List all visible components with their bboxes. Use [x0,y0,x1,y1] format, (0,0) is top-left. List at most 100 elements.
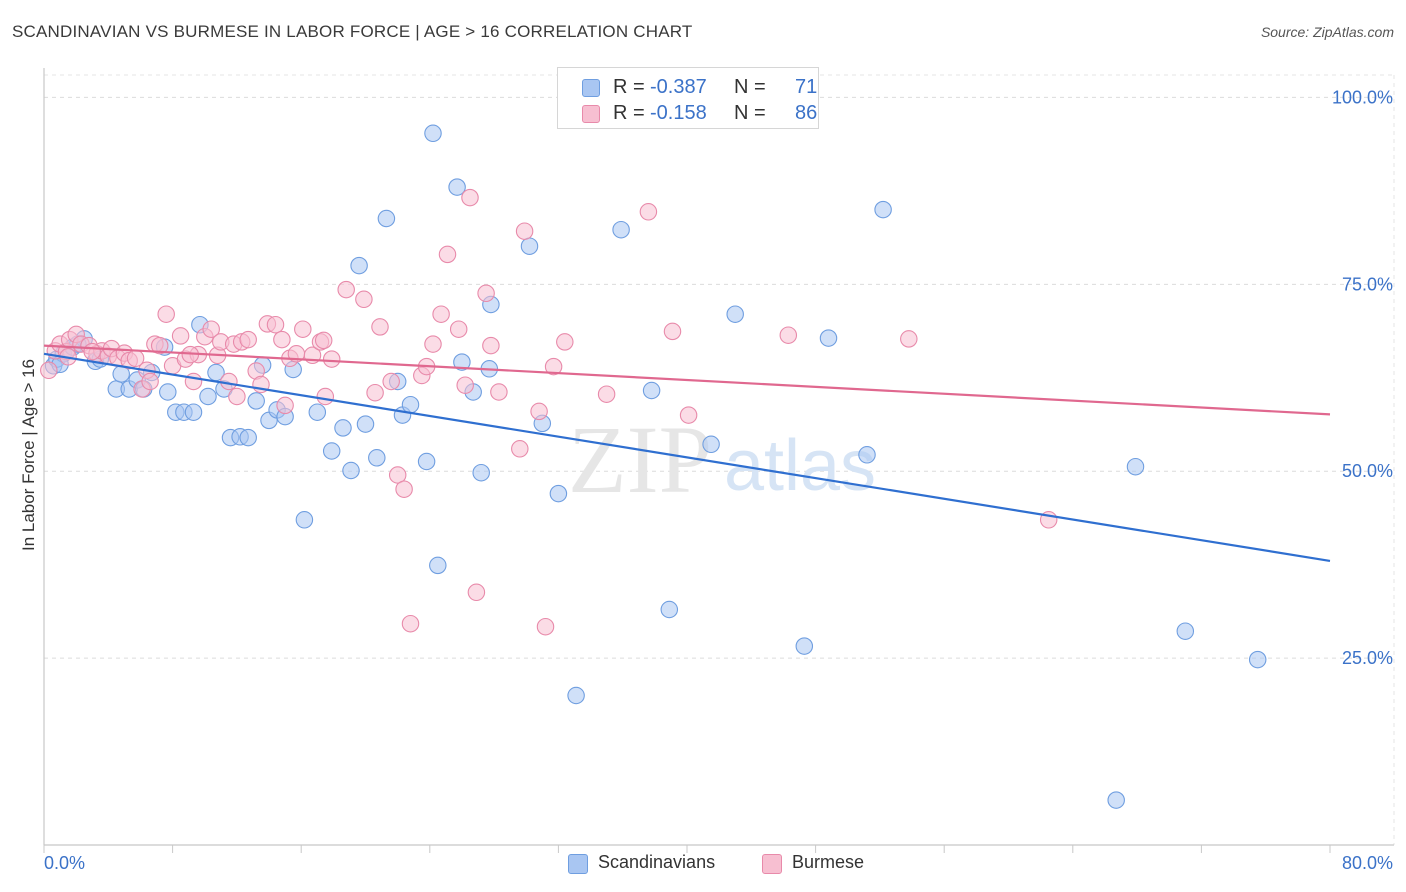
data-point [482,336,500,355]
r-value: -0.387 [650,76,707,98]
data-point [171,327,190,345]
data-point [639,203,658,221]
data-point [467,583,486,602]
data-point [417,452,436,471]
data-point [239,428,257,447]
data-point [150,336,169,355]
legend-label-scandinavians: Scandinavians [598,852,716,872]
data-point [660,600,679,619]
n-value: 86 [795,102,818,124]
data-point [314,331,333,350]
data-point [726,305,744,323]
data-point [368,449,386,467]
data-point [530,402,548,421]
data-point [83,342,101,361]
data-point [322,442,341,460]
data-point [663,322,682,341]
data-point [239,330,257,349]
data-point [544,357,563,376]
trend-line-scandinavians [43,352,1331,563]
data-point [1248,650,1267,669]
series-burmese [40,188,1058,636]
data-point [438,245,457,264]
data-point [520,237,539,255]
data-point [247,392,265,410]
watermark-zip: ZIP [568,406,712,513]
data-point [377,209,396,228]
data-point [456,376,474,394]
data-point [334,419,352,437]
data-point [432,305,450,323]
data-point [612,220,630,239]
data-point [308,403,327,421]
data-point [549,484,568,503]
data-point [266,315,285,334]
x-tick-label: 80.0% [1342,853,1393,873]
y-tick-label: 50.0% [1342,461,1393,481]
data-point [1176,622,1195,640]
data-point [900,330,918,348]
data-point [276,396,294,415]
data-point [819,329,838,347]
r-key: R = [613,102,645,124]
data-point [448,178,466,196]
data-point [228,387,246,406]
data-point [472,463,490,482]
y-tick-label: 25.0% [1342,648,1393,668]
data-point [597,385,616,403]
data-point [371,318,389,336]
data-point [382,372,400,391]
legend-swatch-scandinavians [568,854,588,874]
chart-title: SCANDINAVIAN VS BURMESE IN LABOR FORCE |… [12,22,693,41]
data-point [795,637,814,655]
data-point [184,403,203,421]
data-point [395,480,413,498]
data-point [184,372,203,391]
data-point [642,381,661,400]
trend-lines [43,344,1331,563]
x-tick-label: 0.0% [44,853,85,873]
data-point [453,353,471,371]
grid-lines [44,74,1395,845]
data-point [536,617,555,636]
data-point [1107,791,1125,809]
data-point [429,556,447,575]
data-point [159,383,177,401]
data-point [858,446,876,464]
data-point [702,435,720,454]
data-point [477,284,495,303]
r-value: -0.158 [650,102,707,124]
data-point [355,290,373,309]
data-point [40,361,58,380]
data-point [141,372,159,391]
data-point [401,614,420,633]
watermark: ZIP atlas [568,406,876,513]
data-point [401,395,420,414]
n-value: 71 [795,76,818,98]
y-tick-label: 75.0% [1342,274,1393,294]
data-point [342,461,360,480]
data-point [316,387,335,406]
data-point [424,335,442,353]
y-axis-label: In Labor Force | Age > 16 [19,359,38,551]
stats-legend: R = -0.387 N = 71 R = -0.158 N = 86 [557,67,819,129]
data-point [388,466,407,484]
n-key: N = [734,76,766,98]
data-point [449,320,468,338]
data-point [874,200,892,219]
trend-line-burmese [43,344,1331,416]
data-point [1126,457,1145,476]
data-point [295,511,314,529]
data-point [199,387,217,406]
data-point [779,326,798,344]
data-point [366,383,384,402]
data-point [157,305,175,323]
data-point [511,440,529,458]
data-point [294,320,312,338]
legend-label-burmese: Burmese [792,852,865,872]
data-point [356,415,375,433]
data-point [515,222,534,240]
legend-swatch-scandinavians [582,79,600,97]
data-point [567,686,585,705]
